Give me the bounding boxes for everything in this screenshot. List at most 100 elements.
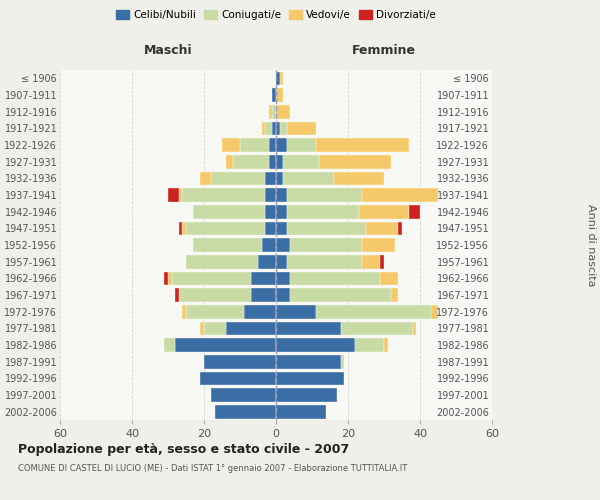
Bar [276,188,287,202]
Bar [287,255,362,268]
Bar [283,172,334,185]
Bar [290,272,380,285]
Bar [276,172,283,185]
Bar [262,238,276,252]
Bar [290,288,391,302]
Bar [276,322,341,335]
Text: Maschi: Maschi [143,44,193,57]
Bar [182,305,186,318]
Text: Femmine: Femmine [352,44,416,57]
Bar [258,255,276,268]
Bar [168,188,179,202]
Bar [179,288,251,302]
Bar [413,322,416,335]
Bar [287,188,362,202]
Bar [355,338,384,352]
Bar [179,222,182,235]
Bar [276,222,287,235]
Bar [362,188,438,202]
Bar [276,238,290,252]
Bar [276,205,287,218]
Bar [409,205,420,218]
Bar [269,155,276,168]
Bar [168,272,172,285]
Bar [172,272,251,285]
Bar [164,272,168,285]
Bar [276,255,287,268]
Bar [265,172,276,185]
Bar [200,172,211,185]
Bar [265,222,276,235]
Bar [398,222,402,235]
Bar [290,238,362,252]
Bar [276,122,280,135]
Bar [276,272,290,285]
Bar [204,322,226,335]
Bar [272,88,276,102]
Bar [276,405,326,418]
Text: COMUNE DI CASTEL DI LUCIO (ME) - Dati ISTAT 1° gennaio 2007 - Elaborazione TUTTI: COMUNE DI CASTEL DI LUCIO (ME) - Dati IS… [18,464,407,473]
Bar [380,255,384,268]
Bar [287,138,316,152]
Bar [431,305,438,318]
Bar [391,288,398,302]
Bar [200,322,204,335]
Bar [287,122,316,135]
Bar [276,105,290,118]
Bar [316,138,409,152]
Bar [175,288,179,302]
Bar [265,205,276,218]
Bar [276,288,290,302]
Bar [276,338,355,352]
Bar [272,105,276,118]
Bar [276,138,287,152]
Bar [280,72,283,85]
Bar [276,388,337,402]
Bar [276,88,283,102]
Bar [211,172,265,185]
Bar [269,138,276,152]
Text: Popolazione per età, sesso e stato civile - 2007: Popolazione per età, sesso e stato civil… [18,442,349,456]
Bar [334,172,384,185]
Bar [226,322,276,335]
Bar [272,122,276,135]
Bar [211,388,276,402]
Bar [280,122,287,135]
Bar [215,405,276,418]
Legend: Celibi/Nubili, Coniugati/e, Vedovi/e, Divorziati/e: Celibi/Nubili, Coniugati/e, Vedovi/e, Di… [116,10,436,20]
Bar [265,188,276,202]
Bar [276,305,316,318]
Bar [251,272,276,285]
Bar [262,122,265,135]
Bar [276,155,283,168]
Bar [222,138,240,152]
Bar [380,272,398,285]
Bar [244,305,276,318]
Bar [316,305,431,318]
Bar [276,355,341,368]
Bar [269,105,272,118]
Bar [204,355,276,368]
Bar [362,238,395,252]
Bar [186,305,244,318]
Bar [366,222,398,235]
Bar [276,72,280,85]
Bar [359,205,409,218]
Bar [164,338,175,352]
Bar [384,338,388,352]
Bar [182,188,265,202]
Bar [193,205,265,218]
Bar [276,372,344,385]
Bar [265,122,272,135]
Bar [287,222,366,235]
Bar [251,288,276,302]
Text: Anni di nascita: Anni di nascita [586,204,596,286]
Bar [341,355,344,368]
Bar [179,188,182,202]
Bar [175,338,276,352]
Bar [186,222,265,235]
Bar [319,155,391,168]
Bar [182,222,186,235]
Bar [362,255,380,268]
Bar [200,372,276,385]
